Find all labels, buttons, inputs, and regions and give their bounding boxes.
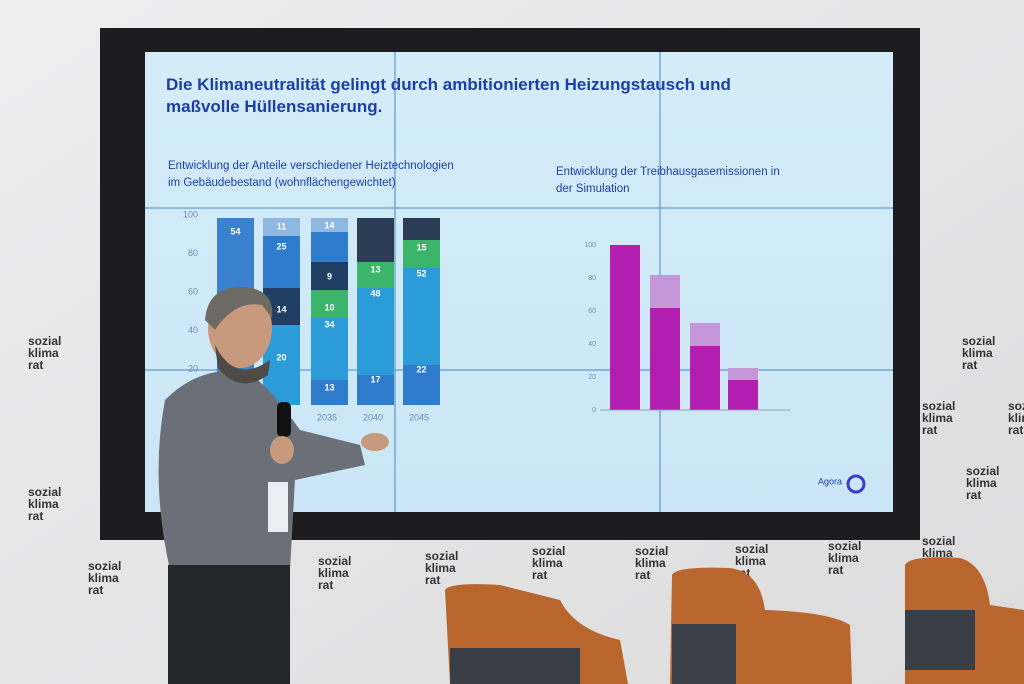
bar-segment: [690, 346, 720, 410]
bar-label: 25: [276, 241, 286, 251]
brand-text: sozial: [922, 534, 955, 548]
y-tick-label: 0: [592, 407, 596, 414]
brand-text: sozial: [88, 559, 121, 573]
bar-segment: [403, 268, 440, 365]
y-tick-label: 100: [584, 242, 596, 249]
y-tick-label: 60: [588, 308, 596, 315]
bar-segment: [311, 290, 348, 318]
brand-text: klima: [28, 497, 59, 511]
bar-label: 10: [324, 302, 334, 312]
y-tick-label: 40: [188, 325, 198, 335]
bar-segment: [311, 218, 348, 232]
bar-segment: [357, 262, 394, 288]
brand-text: klima: [318, 566, 349, 580]
bar-segment: [357, 218, 394, 262]
brand-text: rat: [88, 583, 103, 597]
bar-label: 52: [416, 268, 426, 278]
bar-label: 13: [370, 264, 380, 274]
chairs: [445, 557, 1024, 684]
brand-text: rat: [318, 578, 333, 592]
brand-text: rat: [1008, 423, 1023, 437]
bar-segment: [728, 380, 758, 410]
brand-text: rat: [532, 568, 547, 582]
x-tick-label: 2045: [409, 412, 429, 422]
y-tick-label: 80: [188, 248, 198, 258]
x-tick-label: 2040: [363, 412, 383, 422]
bar-label: 13: [324, 382, 334, 392]
brand-text: sozial: [28, 485, 61, 499]
brand-text: klima: [532, 556, 563, 570]
bar-label: 20: [276, 352, 286, 362]
brand-text: rat: [828, 563, 843, 577]
brand-text: sozial: [828, 539, 861, 553]
brand-text: rat: [425, 573, 440, 587]
y-tick-label: 100: [183, 209, 198, 219]
y-tick-label: 40: [588, 341, 596, 348]
bar-segment: [311, 262, 348, 290]
brand-text: sozial: [425, 549, 458, 563]
bar-segment: [403, 365, 440, 405]
brand-text: rat: [28, 358, 43, 372]
brand-text: sozial: [962, 334, 995, 348]
brand-text: sozial: [635, 544, 668, 558]
brand-text: klima: [828, 551, 859, 565]
bar-segment: [403, 240, 440, 268]
y-tick-label: 20: [588, 374, 596, 381]
bar-label: 14: [276, 304, 286, 314]
left-chart-title: Entwicklung der Anteile verschiedener He…: [168, 160, 454, 189]
brand-text: sozial: [28, 334, 61, 348]
bar-label: 15: [416, 242, 426, 252]
brand-text: klima: [1008, 411, 1024, 425]
bar-label: 17: [370, 374, 380, 384]
speaker: [158, 286, 389, 684]
bar-segment: [311, 380, 348, 405]
logo: Agora: [818, 476, 842, 486]
x-tick-label: 2035: [317, 412, 337, 422]
bar-label: 9: [327, 271, 332, 281]
bar-label: 11: [277, 221, 287, 231]
right-chart-title: Entwicklung der Treibhausgasemissionen i…: [556, 166, 780, 195]
brand-text: klima: [28, 346, 59, 360]
brand-text: rat: [966, 488, 981, 502]
brand-text: klima: [635, 556, 666, 570]
brand-text: sozial: [735, 542, 768, 556]
y-tick-label: 60: [188, 286, 198, 296]
brand-text: sozial: [1008, 399, 1024, 413]
bar-segment: [263, 236, 300, 288]
brand-text: sozial: [318, 554, 351, 568]
bar-segment: [357, 288, 394, 375]
bar-label: 14: [324, 220, 334, 230]
slide-title: Die Klimaneutralität gelingt durch ambit…: [166, 75, 731, 116]
bar-segment: [311, 232, 348, 262]
bar-label: 22: [416, 364, 426, 374]
bar-label: 48: [370, 288, 380, 298]
brand-text: klima: [735, 554, 766, 568]
brand-text: sozial: [922, 399, 955, 413]
brand-text: klima: [966, 476, 997, 490]
brand-text: sozial: [966, 464, 999, 478]
brand-text: klima: [922, 411, 953, 425]
brand-text: klima: [425, 561, 456, 575]
logo-icon: [846, 474, 866, 494]
bar-segment: [403, 218, 440, 240]
y-tick-label: 20: [188, 363, 198, 373]
bar-segment: [357, 375, 394, 405]
bar-label: 54: [230, 226, 240, 236]
brand-text: sozial: [532, 544, 565, 558]
bar-segment: [311, 318, 348, 380]
brand-text: rat: [922, 423, 937, 437]
bar-segment: [650, 308, 680, 410]
bar-segment: [263, 218, 300, 236]
bar-label: 34: [324, 319, 334, 329]
brand-text: klima: [88, 571, 119, 585]
y-tick-label: 80: [588, 275, 596, 282]
brand-text: klima: [922, 546, 953, 560]
brand-text: rat: [635, 568, 650, 582]
bar-segment: [610, 245, 640, 410]
brand-text: rat: [28, 509, 43, 523]
brand-text: klima: [962, 346, 993, 360]
brand-text: rat: [962, 358, 977, 372]
